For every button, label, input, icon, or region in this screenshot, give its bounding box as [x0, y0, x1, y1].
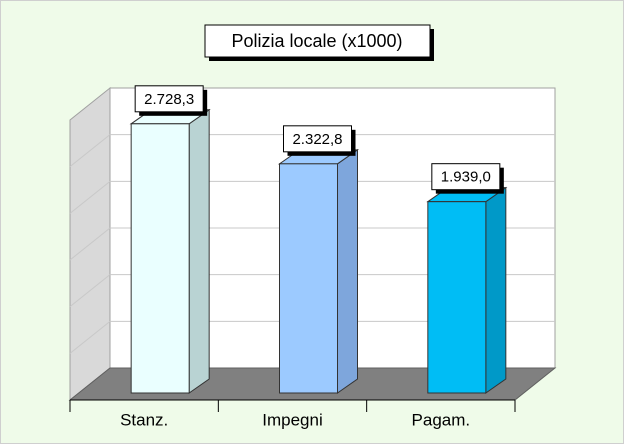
- grid-line-side: [69, 180, 111, 214]
- grid-line-side: [69, 274, 111, 308]
- x-tick-label: Pagam.: [412, 410, 471, 429]
- bar: [427, 201, 487, 394]
- bar-group: [426, 186, 508, 394]
- value-label: 2.728,3: [144, 91, 194, 108]
- title-box: Polizia locale (x1000): [204, 24, 434, 61]
- value-label-frame: [134, 85, 204, 113]
- bar-side: [188, 108, 210, 394]
- x-tick-label: Stanz.: [120, 410, 168, 429]
- value-label-frame: [283, 125, 352, 153]
- chart-title: Polizia locale (x1000): [231, 31, 402, 51]
- bar: [279, 163, 338, 394]
- value-label-frame: [431, 163, 501, 191]
- title-frame: [204, 24, 431, 58]
- bar-group: [277, 148, 360, 394]
- grid-line-side: [69, 320, 111, 354]
- bar: [130, 123, 190, 394]
- value-label: 1.939,0: [441, 169, 491, 186]
- grid-line-side: [69, 134, 111, 168]
- value-label: 2.322,8: [292, 131, 342, 148]
- bar-group: [129, 108, 211, 394]
- bar-side: [485, 186, 507, 394]
- grid-line-side: [69, 227, 111, 261]
- bar-side: [337, 148, 358, 394]
- x-tick-label: Impegni: [262, 410, 322, 429]
